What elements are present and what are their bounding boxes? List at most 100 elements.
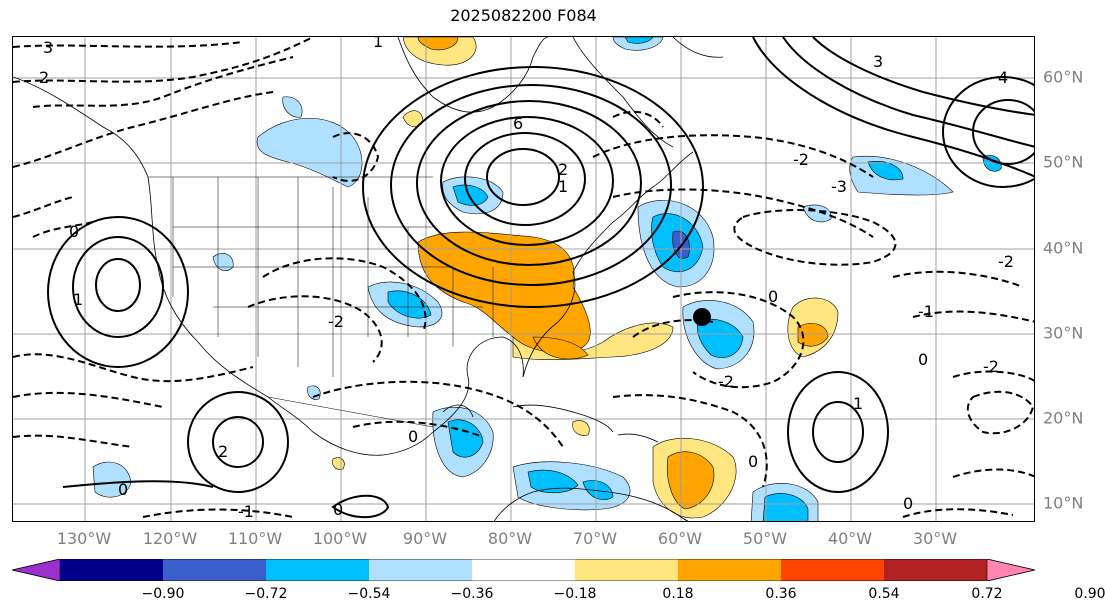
contour-label: -2 xyxy=(983,357,999,376)
latitude-label: 40°N xyxy=(1043,238,1084,258)
coastline-east-na xyxy=(522,151,694,378)
coastline-south-america xyxy=(493,487,689,521)
longitude-label: 120°W xyxy=(142,529,198,548)
colorbar-tick-label: 0.72 xyxy=(971,586,1003,602)
contour-high-pacific-3 xyxy=(95,258,141,312)
colorbar-tick-label: −0.72 xyxy=(244,586,288,602)
negative-anomaly-greenland-core xyxy=(624,37,654,44)
colorbar-segment xyxy=(884,559,988,581)
map-title: 2025082200 F084 xyxy=(450,6,597,25)
coastline-hudson xyxy=(397,37,549,113)
contour-label: -2 xyxy=(718,372,734,391)
positive-contours xyxy=(47,37,1034,519)
colorbar-tick-label: −0.36 xyxy=(450,586,494,602)
contour-label: 3 xyxy=(873,52,883,71)
negative-anomaly-texas-core xyxy=(387,290,432,319)
contour-high-pacific-south-1 xyxy=(187,391,289,493)
shaded-anomalies xyxy=(92,37,1002,521)
coastline-yucatan xyxy=(442,404,474,418)
coastlines xyxy=(13,37,724,521)
contour-high-pacific-1 xyxy=(47,216,189,368)
latitude-label: 60°N xyxy=(1043,67,1084,87)
latitude-label: 30°N xyxy=(1043,323,1084,343)
contour-label: 0 xyxy=(748,452,758,471)
colorbar-segment xyxy=(60,559,164,581)
colorbar-tick-label: −0.90 xyxy=(141,586,185,602)
coastline-greenland xyxy=(672,37,724,58)
longitude-label: 70°W xyxy=(572,529,618,548)
colorbar xyxy=(12,559,1035,581)
negative-contours xyxy=(13,37,1034,518)
contour-label: 0 xyxy=(333,500,343,519)
contour-label: 0 xyxy=(768,287,778,306)
coastline-hispaniola xyxy=(617,433,659,443)
negative-anomaly-plains xyxy=(212,253,234,271)
coastline-labrador xyxy=(572,37,674,148)
positive-anomaly-us-east xyxy=(417,231,591,354)
contour-label: 0 xyxy=(903,494,913,513)
contour-label: 0 xyxy=(69,222,79,241)
colorbar-tick-label: 0.18 xyxy=(662,586,694,602)
colorbar-extend-high xyxy=(986,559,1035,581)
negative-anomaly-greatlakes-core xyxy=(452,184,489,206)
longitude-label: 110°W xyxy=(227,529,283,548)
contour-label: -2 xyxy=(998,252,1014,271)
contour-label: 0 xyxy=(118,480,128,499)
longitude-label: 80°W xyxy=(487,529,533,548)
contour-label: 6 xyxy=(513,114,523,133)
negative-anomaly-tropical-atlantic-core xyxy=(762,493,809,521)
contour-high-north-atlantic-1 xyxy=(752,37,1034,178)
contour-high-great-lakes-5 xyxy=(464,132,586,226)
colorbar-tick-label: −0.54 xyxy=(347,586,391,602)
political-borders xyxy=(148,176,494,428)
negative-anomaly-rockies xyxy=(282,96,303,118)
contour-label: -2 xyxy=(328,312,344,331)
colorbar-segment xyxy=(369,559,473,581)
longitude-label: 30°W xyxy=(912,529,958,548)
contour-label: 0 xyxy=(918,350,928,369)
colorbar-extend-low xyxy=(12,559,61,581)
contour-high-pacific-south-2 xyxy=(212,416,264,468)
coastline-gulf xyxy=(432,336,524,433)
contour-label: -1 xyxy=(238,502,254,521)
contour-high-great-lakes-3 xyxy=(416,100,642,266)
contour-high-pacific-2 xyxy=(72,236,164,338)
contour-high-north-atlantic-2 xyxy=(782,37,1034,148)
contour-high-great-lakes-4 xyxy=(440,116,614,246)
contour-label: 2 xyxy=(39,68,49,87)
negative-anomaly-bermuda-core xyxy=(696,318,744,358)
negative-anomaly-north-atlantic-core xyxy=(867,161,904,181)
map-panel: 3 2 1 1 0 -2 6 2 1 -2 -3 3 4 0 -2 0 1 2 … xyxy=(12,36,1035,522)
storm-center-dot xyxy=(693,308,711,326)
contour-label: 2 xyxy=(558,160,568,179)
coastline-west-na xyxy=(13,76,434,456)
colorbar-segment xyxy=(678,559,782,581)
contour-label: 3 xyxy=(43,38,53,57)
map-canvas: 3 2 1 1 0 -2 6 2 1 -2 -3 3 4 0 -2 0 1 2 … xyxy=(13,37,1034,521)
positive-anomaly-atlantic-orange xyxy=(532,336,589,360)
contour-high-great-lakes-2 xyxy=(390,84,672,286)
contour-label: 1 xyxy=(558,177,568,196)
positive-anomaly-mexico xyxy=(332,457,345,470)
colorbar-tick-label: 0.36 xyxy=(765,586,797,602)
contour-high-europe-1 xyxy=(942,76,1034,188)
contour-label: -2 xyxy=(793,150,809,169)
contour-label: 1 xyxy=(853,394,863,413)
contour-high-north-atlantic-3 xyxy=(812,37,1034,116)
latitude-label: 50°N xyxy=(1043,152,1084,172)
colorbar-tick-label: −0.18 xyxy=(553,586,597,602)
colorbar-tick-label: 0.54 xyxy=(868,586,900,602)
latitude-label: 10°N xyxy=(1043,493,1084,513)
longitude-label: 40°W xyxy=(827,529,873,548)
colorbar-tick-label: 0.90 xyxy=(1074,586,1105,602)
contour-label: 0 xyxy=(408,427,418,446)
contour-high-europe-2 xyxy=(972,99,1034,165)
negative-anomaly-canada-west xyxy=(256,118,363,188)
contour-label: -3 xyxy=(831,177,847,196)
latitude-label: 20°N xyxy=(1043,408,1084,428)
colorbar-segment xyxy=(163,559,267,581)
contour-high-atlantic-2 xyxy=(812,401,864,463)
longitude-label: 100°W xyxy=(312,529,368,548)
contour-label: 1 xyxy=(73,290,83,309)
contour-label: 4 xyxy=(998,68,1008,87)
